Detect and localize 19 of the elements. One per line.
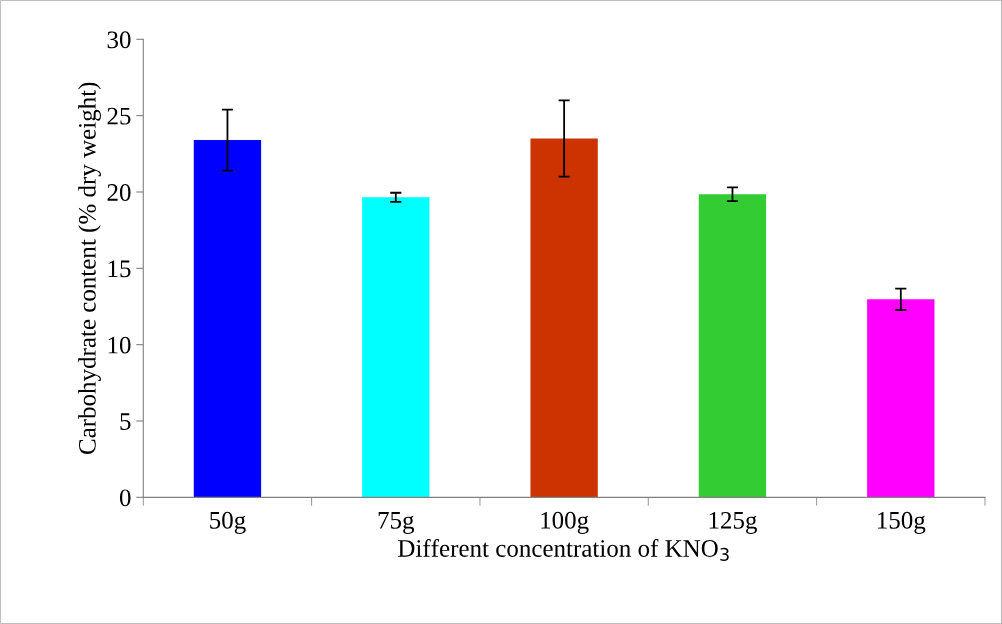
x-axis-title: Different concentration of KNO$_{3}$	[398, 539, 729, 561]
y-tick-label: 5	[120, 413, 131, 430]
x-tick-label: 75g	[378, 512, 415, 534]
y-tick-label: 0	[119, 489, 131, 507]
y-tick-label: 30	[107, 31, 131, 49]
x-tick-label: 150g	[878, 511, 926, 534]
y-tick-label: 20	[107, 184, 131, 201]
y-tick-label: 10	[108, 336, 131, 354]
bar	[193, 140, 262, 498]
y-tick-label: 15	[108, 260, 131, 278]
bar	[867, 299, 935, 498]
bar	[698, 194, 767, 498]
y-axis-title: Carbohydrate content (% dry weight)	[78, 82, 101, 455]
x-tick-label: 125g	[709, 511, 757, 534]
bar	[530, 138, 598, 498]
x-tick-label: 50g	[210, 511, 246, 534]
y-tick-label: 25	[107, 107, 131, 125]
bar	[362, 197, 430, 498]
x-tick-label: 100g	[541, 511, 589, 534]
